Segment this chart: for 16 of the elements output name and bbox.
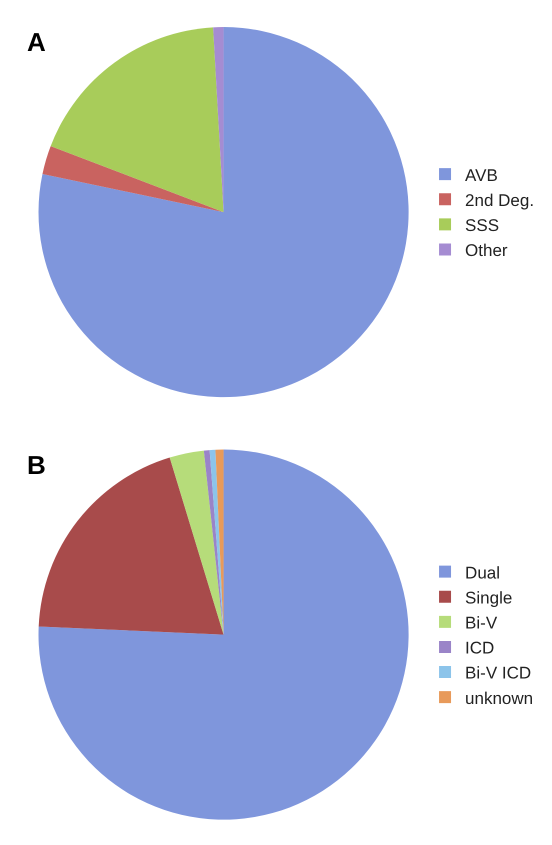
legend-label: SSS xyxy=(465,216,500,235)
pie-slice xyxy=(42,146,224,212)
legend-label: Single xyxy=(465,588,512,608)
pie-slice xyxy=(170,450,224,635)
pie-slice xyxy=(50,27,224,212)
legend-label: 2nd Deg. xyxy=(465,190,534,210)
chart-title: A xyxy=(27,27,46,57)
legend-label: Bi-V xyxy=(465,613,498,632)
pie-slice xyxy=(204,450,224,635)
legend-label: Dual xyxy=(465,563,500,582)
chart-title: B xyxy=(27,450,46,480)
legend-label: unknown xyxy=(465,688,534,708)
legend-label: Bi-V ICD xyxy=(465,664,532,683)
legend-label: Other xyxy=(465,241,508,260)
legend-label: ICD xyxy=(465,638,494,658)
legend-label: AVB xyxy=(465,166,498,185)
